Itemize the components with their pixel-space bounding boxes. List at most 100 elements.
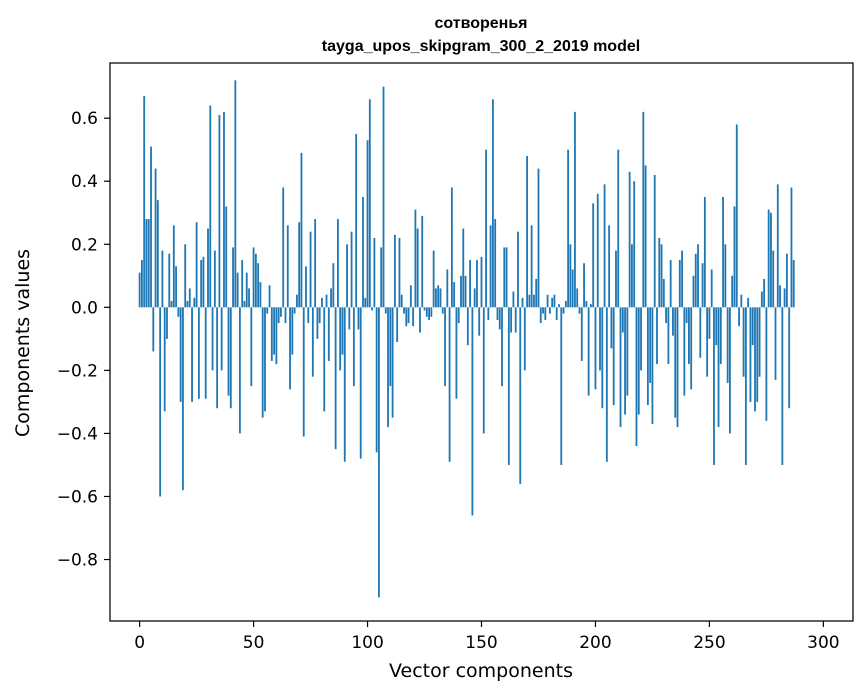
bar-253 xyxy=(715,307,718,346)
bar-76 xyxy=(311,307,314,377)
bar-16 xyxy=(175,266,177,308)
bar-32 xyxy=(211,307,214,371)
bar-176 xyxy=(539,307,542,324)
bar-113 xyxy=(396,307,399,342)
bar-114 xyxy=(398,237,401,308)
bar-0 xyxy=(138,272,141,308)
bar-282 xyxy=(781,307,784,465)
bar-198 xyxy=(589,304,592,308)
bar-224 xyxy=(649,307,652,383)
bar-203 xyxy=(601,307,604,409)
bar-95 xyxy=(355,133,358,308)
bar-277 xyxy=(770,212,772,308)
bar-235 xyxy=(674,307,677,418)
bar-275 xyxy=(765,307,768,421)
bar-240 xyxy=(685,307,688,324)
bar-205 xyxy=(605,307,608,462)
bar-228 xyxy=(658,237,661,308)
bar-169 xyxy=(523,307,526,371)
bar-242 xyxy=(690,307,693,390)
bar-1 xyxy=(141,260,143,308)
bar-187 xyxy=(564,301,567,308)
bar-183 xyxy=(555,307,558,320)
bar-181 xyxy=(551,297,554,308)
bar-220 xyxy=(640,307,642,371)
bar-67 xyxy=(291,307,294,355)
bar-129 xyxy=(432,250,435,308)
bar-192 xyxy=(576,288,579,308)
bar-6 xyxy=(152,307,155,352)
bar-57 xyxy=(268,285,271,308)
bar-258 xyxy=(726,307,729,383)
bar-111 xyxy=(391,307,394,418)
bar-84 xyxy=(330,288,332,308)
bar-222 xyxy=(644,165,647,308)
bar-149 xyxy=(478,307,481,336)
x-axis-ticks: 0 50 100 150 200 250 300 xyxy=(134,621,840,653)
bar-25 xyxy=(195,222,198,308)
bar-286 xyxy=(790,187,793,308)
x-tick-label: 300 xyxy=(807,633,839,653)
bar-269 xyxy=(751,307,754,346)
bar-44 xyxy=(239,307,241,434)
bar-30 xyxy=(207,228,209,308)
bar-143 xyxy=(464,275,467,308)
bar-202 xyxy=(599,307,601,371)
bar-185 xyxy=(560,307,563,465)
bar-174 xyxy=(535,278,538,308)
bar-74 xyxy=(307,307,310,324)
bar-99 xyxy=(364,297,367,308)
bar-70 xyxy=(298,222,301,308)
y-tick-label: 0.6 xyxy=(71,109,98,129)
bar-138 xyxy=(453,282,456,308)
y-axis-ticks: −0.8 −0.6 −0.4 −0.2 0.0 0.2 0.4 0.6 xyxy=(57,109,110,571)
bar-234 xyxy=(672,307,674,336)
bar-199 xyxy=(592,203,595,308)
bar-68 xyxy=(293,307,296,314)
bar-188 xyxy=(567,149,570,308)
bar-124 xyxy=(421,215,424,308)
bar-209 xyxy=(615,250,617,308)
bar-51 xyxy=(254,253,257,308)
bar-229 xyxy=(660,244,663,308)
bar-78 xyxy=(316,307,319,339)
bar-248 xyxy=(703,196,706,308)
bar-140 xyxy=(457,307,460,324)
bar-178 xyxy=(544,307,547,320)
bar-89 xyxy=(341,307,344,355)
bar-85 xyxy=(332,263,335,308)
bar-7 xyxy=(154,168,157,308)
bar-212 xyxy=(621,307,624,333)
bar-279 xyxy=(774,307,777,380)
bar-130 xyxy=(435,288,437,308)
bars-group xyxy=(138,80,795,598)
bar-46 xyxy=(243,301,246,308)
bar-274 xyxy=(763,278,766,308)
x-axis-label: Vector components xyxy=(389,660,573,682)
bar-72 xyxy=(302,307,305,437)
bar-88 xyxy=(339,307,342,371)
bar-195 xyxy=(583,263,585,308)
bar-10 xyxy=(161,250,164,308)
bar-168 xyxy=(521,297,524,308)
bar-166 xyxy=(517,231,519,308)
bar-94 xyxy=(352,307,355,387)
bar-49 xyxy=(250,307,253,387)
bar-158 xyxy=(498,307,501,330)
bar-197 xyxy=(587,307,590,396)
bar-35 xyxy=(218,115,221,308)
bar-119 xyxy=(409,285,412,308)
bar-137 xyxy=(450,187,453,308)
bar-134 xyxy=(444,307,446,387)
bar-11 xyxy=(163,307,166,412)
bar-50 xyxy=(252,247,255,308)
bar-255 xyxy=(719,307,722,365)
bar-259 xyxy=(729,307,731,434)
y-tick-label: 0.2 xyxy=(71,235,98,255)
bar-98 xyxy=(362,196,364,308)
bar-262 xyxy=(735,124,738,308)
bar-144 xyxy=(466,307,469,346)
bar-238 xyxy=(681,250,683,308)
bar-204 xyxy=(603,184,606,308)
